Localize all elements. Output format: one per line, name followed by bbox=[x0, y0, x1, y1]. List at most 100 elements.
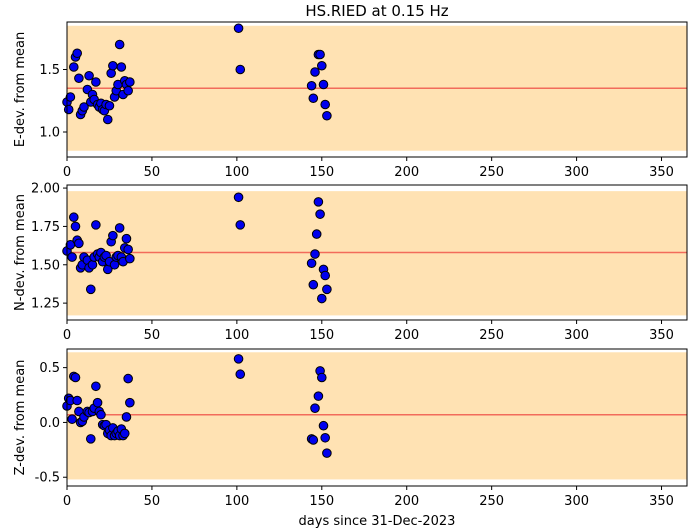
data-point bbox=[68, 212, 79, 223]
plot-frame-2 bbox=[66, 184, 688, 321]
chart-title: HS.RIED at 0.15 Hz bbox=[305, 2, 448, 20]
data-point bbox=[313, 197, 324, 207]
x-tick-label: 100 bbox=[224, 328, 249, 343]
x-tick-label: 150 bbox=[309, 494, 334, 509]
data-point bbox=[310, 249, 320, 259]
x-tick-label: 300 bbox=[564, 328, 589, 343]
data-point bbox=[322, 110, 332, 121]
data-point bbox=[306, 80, 317, 91]
data-point bbox=[68, 62, 79, 72]
y-tick-label: -0.5 bbox=[35, 471, 60, 486]
data-point bbox=[306, 258, 317, 269]
data-point bbox=[96, 409, 106, 420]
data-point bbox=[72, 395, 82, 406]
data-point bbox=[102, 114, 113, 125]
data-point bbox=[233, 354, 244, 364]
x-tick-label: 300 bbox=[564, 494, 589, 509]
data-point bbox=[85, 284, 96, 295]
data-point bbox=[116, 62, 127, 72]
data-point bbox=[123, 244, 133, 255]
data-point bbox=[322, 284, 332, 295]
band-3 bbox=[67, 352, 687, 480]
data-point bbox=[235, 220, 246, 230]
x-tick-label: 350 bbox=[649, 328, 674, 343]
data-point bbox=[108, 230, 118, 241]
x-tick-label: 150 bbox=[309, 328, 334, 343]
subplot-2: 0 50 100 150 200 250 300 350 1.25 1.50 1.75 2.00N-d… bbox=[13, 182, 688, 343]
data-point bbox=[316, 372, 327, 383]
x-tick-label: 100 bbox=[224, 494, 249, 509]
data-point bbox=[318, 79, 329, 90]
data-point bbox=[104, 100, 115, 111]
y-tick-label: 0.0 bbox=[39, 416, 60, 431]
data-point bbox=[320, 99, 330, 110]
x-tick-label: 250 bbox=[479, 165, 504, 180]
y-axis-label-3: Z-dev. from mean bbox=[13, 360, 28, 476]
data-point bbox=[91, 77, 101, 87]
data-point bbox=[320, 432, 330, 443]
data-point bbox=[65, 92, 76, 102]
x-tick-label: 150 bbox=[309, 165, 334, 180]
data-point bbox=[310, 67, 320, 77]
data-point bbox=[125, 397, 135, 408]
data-point bbox=[63, 104, 74, 115]
data-point bbox=[233, 23, 244, 34]
data-point bbox=[310, 403, 320, 413]
data-point bbox=[235, 369, 246, 380]
x-tick-label: 250 bbox=[479, 494, 504, 509]
data-point bbox=[74, 73, 84, 84]
data-point bbox=[109, 259, 120, 270]
data-point bbox=[125, 77, 135, 87]
data-point bbox=[318, 420, 329, 431]
data-point bbox=[72, 48, 82, 59]
x-tick-label: 350 bbox=[649, 165, 674, 180]
data-point bbox=[313, 391, 324, 401]
y-tick-label: 0.5 bbox=[39, 361, 60, 376]
data-point bbox=[114, 39, 125, 50]
y-tick-label: 1.5 bbox=[39, 63, 60, 78]
data-point bbox=[320, 270, 330, 281]
data-point bbox=[308, 435, 319, 445]
y-tick-label: 1.50 bbox=[31, 258, 60, 273]
y-axis-label-2: N-dev. from mean bbox=[13, 194, 28, 311]
x-tick-label: 0 bbox=[63, 165, 71, 180]
data-point bbox=[123, 85, 133, 96]
data-point bbox=[123, 373, 133, 384]
y-tick-label: 2.00 bbox=[31, 182, 60, 197]
data-point bbox=[92, 397, 103, 408]
data-point bbox=[233, 192, 244, 203]
data-point bbox=[308, 279, 319, 290]
data-point bbox=[119, 428, 130, 439]
x-tick-label: 300 bbox=[564, 165, 589, 180]
data-point bbox=[322, 448, 332, 458]
x-tick-label: 200 bbox=[394, 328, 419, 343]
data-point bbox=[74, 238, 84, 249]
subplot-1: 0 50 100 150 200 250 300 350 1.0 1.5 E-dev. from m… bbox=[13, 21, 688, 180]
data-point bbox=[114, 223, 125, 233]
x-tick-label: 100 bbox=[224, 165, 249, 180]
data-point bbox=[108, 60, 118, 71]
y-tick-label: 1.0 bbox=[39, 126, 60, 141]
y-tick-label: 1.75 bbox=[31, 220, 60, 235]
x-tick-label: 250 bbox=[479, 328, 504, 343]
data-point bbox=[84, 70, 94, 81]
subplot-3: 0 50 100 150 200 250 300 350 -0.5 0.0 0.5 Z-dev. fr… bbox=[13, 348, 688, 509]
x-tick-label: 0 bbox=[63, 328, 71, 343]
data-point bbox=[316, 293, 327, 304]
data-point bbox=[91, 220, 101, 230]
x-tick-label: 0 bbox=[63, 494, 71, 509]
data-point bbox=[315, 49, 325, 60]
data-point bbox=[70, 221, 81, 232]
data-point bbox=[87, 259, 98, 270]
data-point bbox=[70, 372, 81, 383]
data-point bbox=[235, 64, 246, 75]
y-tick-label: 1.25 bbox=[31, 297, 60, 312]
x-tick-label: 350 bbox=[649, 494, 674, 509]
data-point bbox=[91, 381, 101, 392]
data-point bbox=[67, 252, 77, 262]
x-tick-label: 200 bbox=[394, 494, 419, 509]
data-point bbox=[315, 209, 325, 219]
data-point bbox=[67, 414, 77, 424]
data-point bbox=[125, 253, 135, 264]
